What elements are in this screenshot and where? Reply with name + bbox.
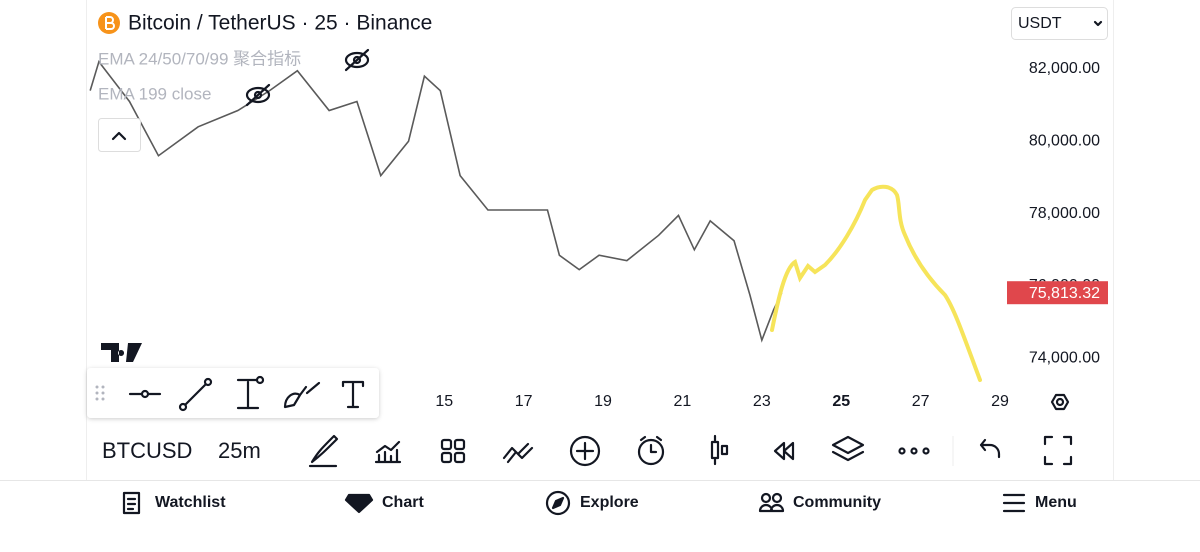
indicator-label[interactable]: EMA 199 close (98, 84, 211, 103)
symbol-title: Bitcoin / TetherUS · 25 · Binance (128, 12, 432, 35)
x-tick-label: 21 (674, 393, 692, 410)
price-label: 75,813.32 (1029, 285, 1100, 302)
currency-label[interactable]: USDT (1018, 15, 1062, 32)
measure-tool[interactable] (236, 375, 265, 410)
symbol[interactable]: BTCUSD (102, 438, 192, 463)
hide-icon[interactable] (245, 83, 271, 107)
drag-handle (95, 385, 105, 401)
price-label-box (1007, 281, 1108, 305)
x-tick-label: 29 (991, 393, 1009, 410)
trend-line-tool[interactable] (178, 377, 213, 412)
interval[interactable]: 25m (218, 438, 261, 463)
drawing-toolbar (87, 368, 379, 418)
horizontal-line-tool[interactable] (128, 389, 162, 399)
toolbar-icons[interactable] (308, 434, 1073, 468)
nav-icons (122, 490, 1026, 516)
hide-icon[interactable] (344, 48, 370, 72)
plot-area (89, 59, 783, 343)
settings-icon[interactable] (1050, 393, 1070, 411)
nav-item[interactable]: Explore (580, 494, 639, 511)
y-tick-label: 74,000.00 (1029, 350, 1100, 367)
x-tick-label: 27 (912, 393, 930, 410)
x-tick-label: 25 (832, 393, 850, 410)
user-drawing (770, 184, 982, 382)
coin-glyph (105, 16, 115, 30)
nav-item[interactable]: Watchlist (155, 494, 226, 511)
x-tick-label: 15 (435, 393, 453, 410)
axes: 74,000.0076,000.0078,000.0080,000.0082,0… (435, 60, 1108, 410)
x-tick-label: 23 (753, 393, 771, 410)
x-tick-label: 17 (515, 393, 533, 410)
indicator-label[interactable]: EMA 24/50/70/99 聚合指标 (98, 49, 301, 68)
price-line (89, 59, 783, 343)
currency-select[interactable] (1011, 7, 1108, 40)
y-tick-label: 78,000.00 (1029, 205, 1100, 222)
x-tick-label: 19 (594, 393, 612, 410)
y-tick-label: 80,000.00 (1029, 132, 1100, 149)
nav-item[interactable]: Menu (1035, 494, 1077, 511)
brush-tool[interactable] (283, 381, 321, 409)
nav-item[interactable]: Community (793, 494, 881, 511)
text-tool[interactable] (341, 380, 365, 409)
y-tick-label: 82,000.00 (1029, 60, 1100, 77)
nav-bar: Watchlist Chart Explore Community Menu (155, 494, 1077, 511)
chevron (1093, 20, 1103, 27)
nav-item[interactable]: Chart (382, 494, 424, 511)
tv-logo (101, 343, 142, 362)
chevron-up (111, 131, 127, 141)
